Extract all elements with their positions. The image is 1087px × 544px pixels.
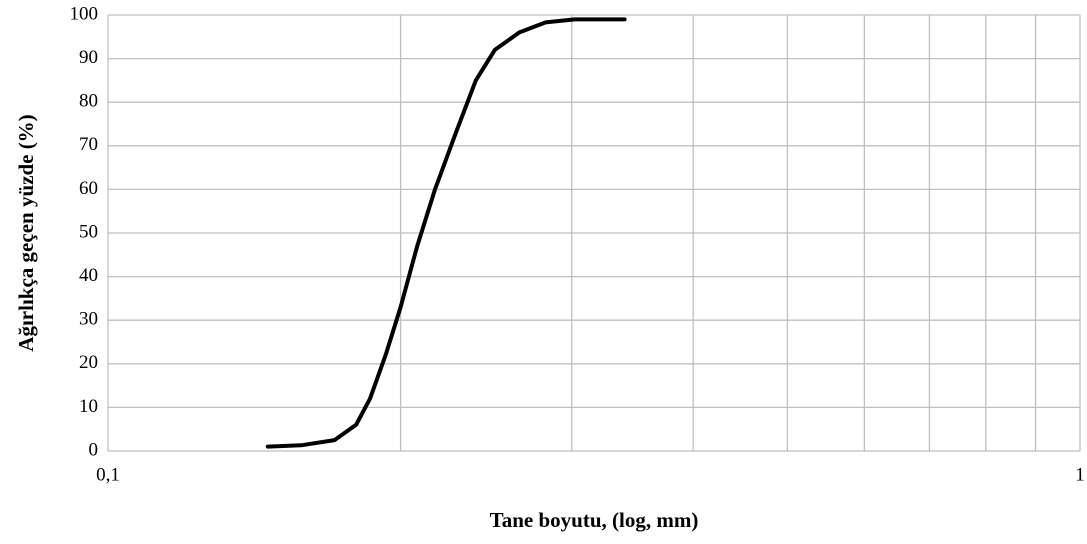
x-tick-label: 1 xyxy=(1075,464,1085,485)
y-tick-label: 10 xyxy=(79,396,98,417)
y-tick-label: 60 xyxy=(79,178,98,199)
y-tick-label: 50 xyxy=(79,221,98,242)
x-tick-label: 0,1 xyxy=(96,464,120,485)
y-tick-label: 70 xyxy=(79,134,98,155)
y-tick-label: 80 xyxy=(79,91,98,112)
y-tick-label: 20 xyxy=(79,352,98,373)
y-tick-label: 100 xyxy=(70,3,99,24)
y-tick-label: 30 xyxy=(79,309,98,330)
y-tick-label: 90 xyxy=(79,47,98,68)
data-line xyxy=(265,17,627,449)
y-tick-label: 0 xyxy=(89,439,99,460)
x-axis-title: Tane boyutu, (log, mm) xyxy=(490,508,699,532)
y-tick-label: 40 xyxy=(79,265,98,286)
y-axis-title: Ağırlıkça geçen yüzde (%) xyxy=(14,114,38,351)
